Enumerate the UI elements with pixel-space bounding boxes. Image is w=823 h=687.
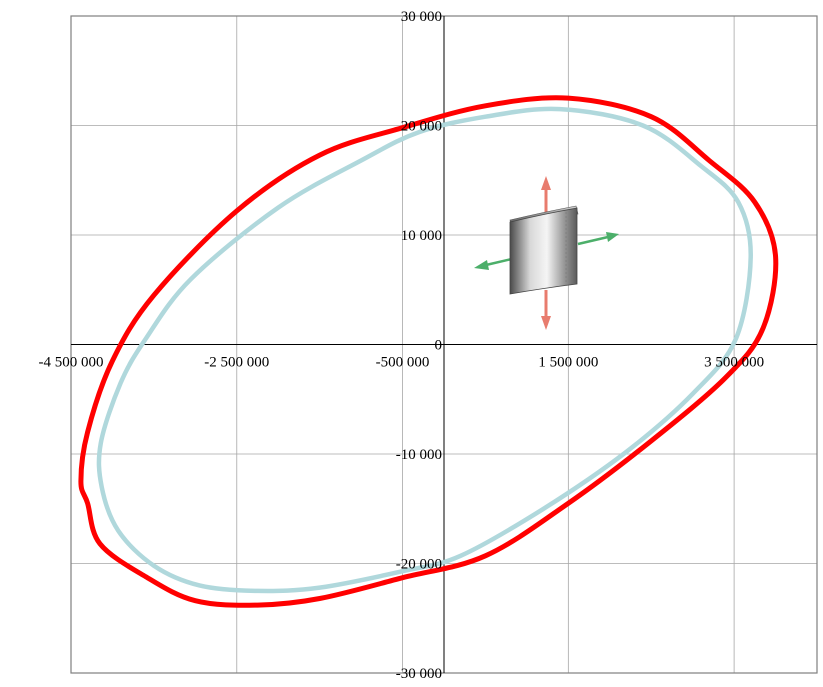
x-tick-label: -500 000: [376, 355, 430, 371]
x-tick-label: 1 500 000: [538, 355, 598, 371]
horizontal-arrow-right-head: [606, 232, 619, 242]
y-tick-label: -20 000: [396, 557, 442, 573]
series-lines: [78, 95, 779, 608]
x-tick-label: -2 500 000: [204, 355, 269, 371]
y-tick-label: 10 000: [401, 228, 442, 244]
y-tick-label: 20 000: [401, 119, 442, 135]
horizontal-arrow-left-head: [474, 260, 489, 270]
horizontal-arrow-right-shaft: [577, 235, 609, 246]
y-tick-label: 30 000: [401, 9, 442, 25]
vertical-arrow-up-head: [541, 176, 551, 190]
bent-plate-with-stress-arrows-icon: [474, 176, 619, 330]
series-line-1: [96, 106, 753, 594]
y-tick-label: -30 000: [396, 666, 442, 682]
series-line-0: [78, 95, 779, 608]
vertical-arrow-down-head: [541, 316, 551, 330]
plate-front-face: [509, 207, 578, 295]
y-tick-label: -10 000: [396, 447, 442, 463]
y-tick-label: 0: [435, 338, 443, 354]
tick-labels: -4 500 000 -2 500 000 -500 000 1 500 000 3 5…: [39, 9, 765, 682]
x-tick-label: -4 500 000: [39, 355, 104, 371]
x-tick-label: 3 500 000: [704, 355, 764, 371]
